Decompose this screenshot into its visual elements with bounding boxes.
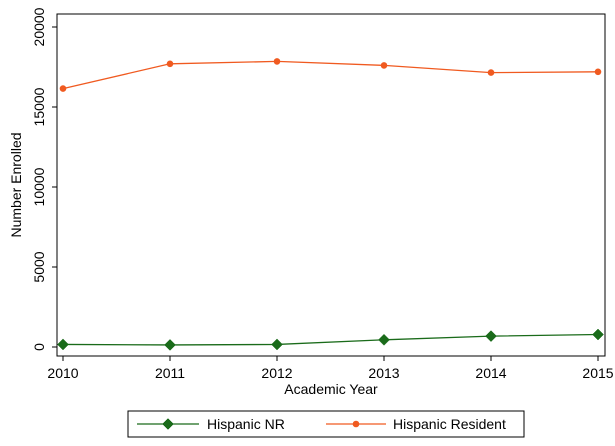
series-layer (57, 58, 604, 351)
legend-marker (162, 418, 174, 430)
series-line (62, 333, 599, 346)
data-point (592, 328, 604, 341)
x-tick-label: 2011 (155, 365, 185, 381)
y-tick-label: 15000 (31, 87, 47, 126)
data-point (59, 85, 67, 92)
legend: Hispanic NR Hispanic Resident (127, 410, 525, 438)
y-axis: 0 5000 10000 15000 20000 (31, 7, 57, 351)
data-point (487, 69, 495, 76)
x-tick-label: 2013 (368, 365, 399, 381)
series-line (62, 60, 599, 90)
series-0 (57, 328, 604, 351)
legend-marker (352, 420, 360, 428)
data-point (380, 62, 388, 69)
x-axis: 2010 2011 2012 2013 2014 2015 (47, 356, 614, 381)
x-tick-label: 2015 (582, 365, 613, 381)
x-tick-label: 2014 (475, 365, 506, 381)
series-1 (59, 58, 602, 92)
y-tick-label: 0 (31, 343, 47, 351)
data-point (271, 338, 283, 351)
legend-label: Hispanic Resident (393, 416, 506, 432)
data-point (485, 330, 497, 342)
legend-item: Hispanic NR (137, 416, 285, 432)
data-point (57, 338, 69, 351)
y-tick-label: 10000 (31, 167, 47, 206)
y-axis-label: Number Enrolled (8, 132, 24, 237)
y-tick-label: 20000 (31, 7, 47, 46)
data-point (166, 60, 174, 68)
data-point (164, 339, 176, 351)
x-axis-label: Academic Year (284, 381, 378, 397)
x-tick-label: 2012 (261, 365, 292, 381)
x-tick-label: 2010 (47, 365, 78, 381)
legend-item: Hispanic Resident (326, 416, 506, 432)
data-point (594, 68, 602, 76)
data-point (273, 58, 281, 65)
legend-label: Hispanic NR (207, 416, 285, 432)
data-point (378, 333, 390, 346)
y-tick-label: 5000 (31, 251, 47, 282)
plot-area-frame (56, 13, 606, 357)
